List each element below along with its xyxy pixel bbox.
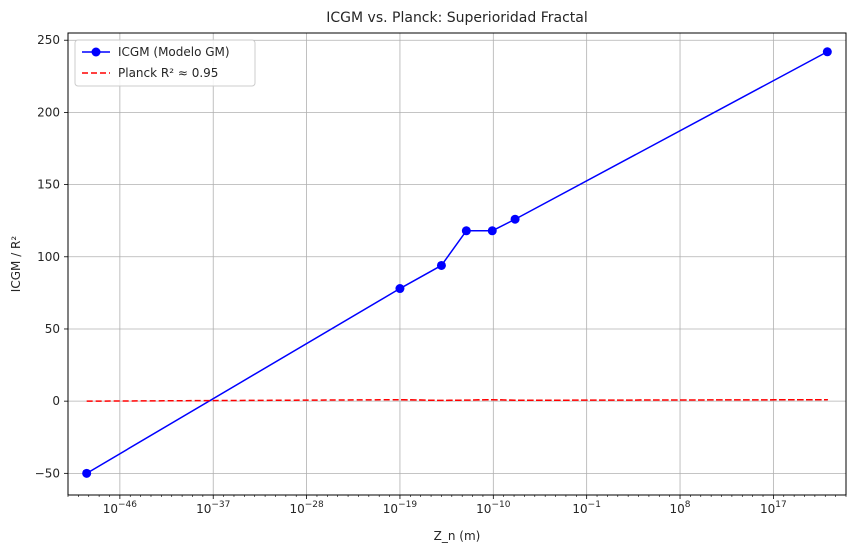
y-tick-label: −50	[35, 466, 60, 480]
legend-marker-icgm	[91, 47, 101, 57]
plot-area	[82, 47, 832, 478]
y-tick-label: 250	[37, 33, 60, 47]
data-point	[436, 260, 446, 270]
data-point	[82, 468, 92, 478]
x-tick-label: 10−10	[476, 500, 511, 516]
chart-title: ICGM vs. Planck: Superioridad Fractal	[326, 10, 587, 26]
y-tick-label: 100	[37, 250, 60, 264]
y-tick-label: 200	[37, 105, 60, 119]
y-tick-label: 150	[37, 178, 60, 192]
legend: ICGM (Modelo GM) Planck R² ≈ 0.95	[74, 39, 256, 87]
y-axis-title: ICGM / R²	[9, 236, 23, 293]
axis-ticks: 10−46 10−37 10−28 10−19 10−10 10−1 108 1017 −50 0…	[35, 33, 847, 516]
x-tick-label: 10−19	[383, 500, 418, 516]
plot-frame	[67, 32, 847, 496]
x-tick-label: 108	[670, 500, 691, 516]
x-tick-label: 1017	[760, 500, 787, 516]
legend-box	[74, 39, 256, 87]
grid-lines	[68, 33, 846, 495]
x-tick-label: 10−28	[289, 500, 324, 516]
legend-label-planck: Planck R² ≈ 0.95	[118, 66, 218, 80]
x-axis-title: Z_n (m)	[434, 529, 481, 543]
x-tick-label: 10−1	[572, 500, 601, 516]
y-tick-label: 50	[45, 322, 60, 336]
data-point	[461, 226, 471, 236]
data-point	[510, 214, 520, 224]
x-tick-label: 10−46	[103, 500, 138, 516]
data-point	[822, 47, 832, 57]
data-point	[395, 284, 405, 294]
series-line-planck	[86, 398, 829, 402]
y-tick-label: 0	[52, 394, 60, 408]
legend-label-icgm: ICGM (Modelo GM)	[118, 45, 230, 59]
series-line-icgm	[86, 51, 829, 474]
data-point	[487, 226, 497, 236]
x-tick-label: 10−37	[196, 500, 230, 516]
